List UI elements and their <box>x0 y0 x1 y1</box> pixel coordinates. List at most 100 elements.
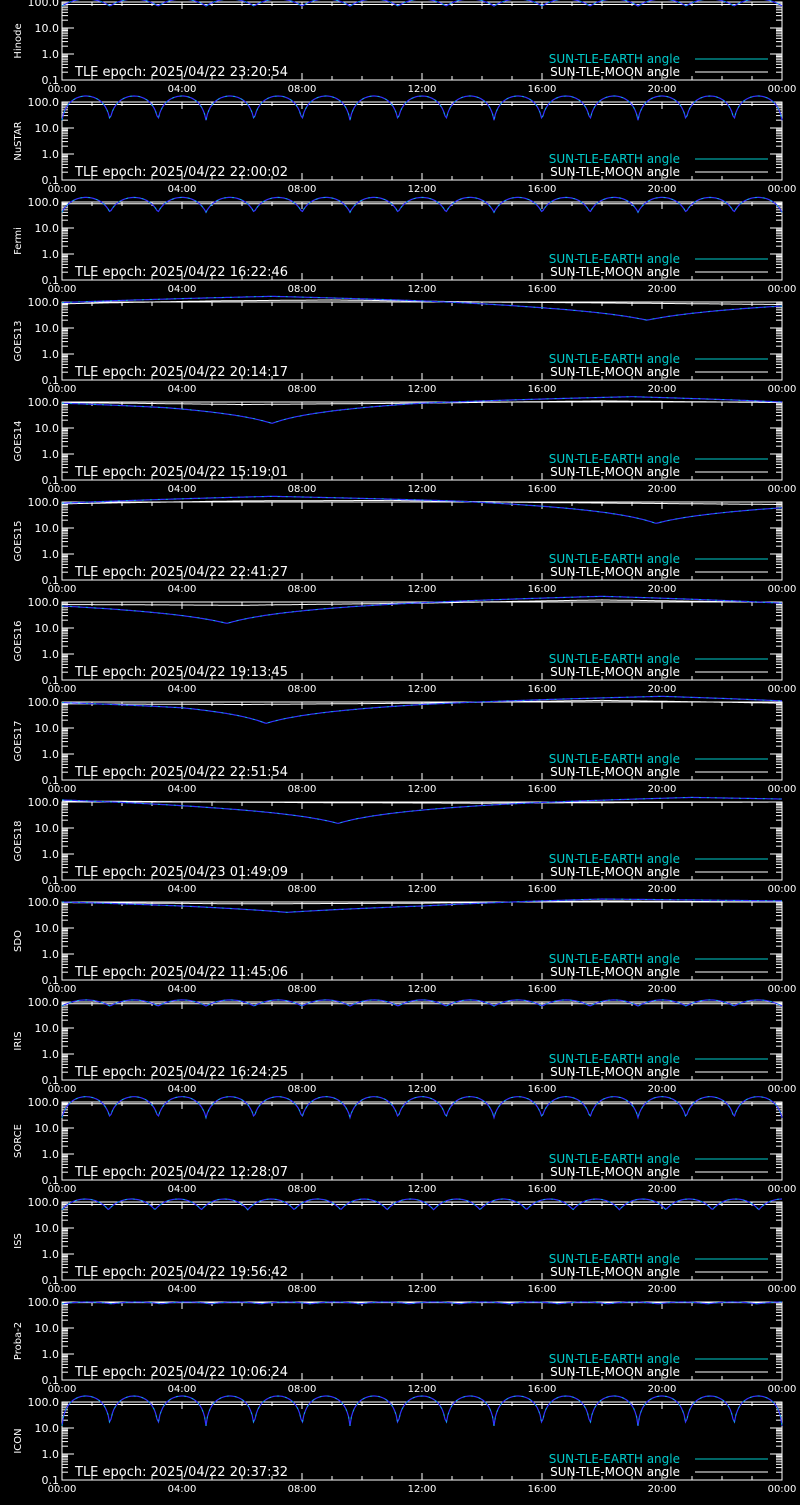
legend-moon-label: SUN-TLE-MOON angle <box>550 165 680 179</box>
panel-goes13: 100.010.01.00.100:00 04:00 08:00 12:00 16:00… <box>13 295 797 395</box>
x-tick-label: 12:00 <box>408 984 437 995</box>
x-tick-label: 20:00 <box>648 384 677 395</box>
tle-epoch-text: TLE epoch: 2025/04/22 20:37:32 <box>74 1465 288 1480</box>
x-tick-label: 00:00 <box>48 1384 77 1395</box>
legend-moon-label: SUN-TLE-MOON angle <box>550 965 680 979</box>
x-tick-label: 16:00 <box>528 1484 557 1495</box>
satellite-label: GOES18 <box>13 820 24 861</box>
y-tick-label: 10.0 <box>35 622 60 635</box>
tle-epoch-text: TLE epoch: 2025/04/22 22:41:27 <box>74 565 288 580</box>
x-tick-label: 20:00 <box>648 784 677 795</box>
panel-goes18: 100.010.01.00.100:00 04:00 08:00 12:00 16:00… <box>13 796 796 895</box>
x-tick-label: 08:00 <box>288 984 317 995</box>
legend-earth-label: SUN-TLE-EARTH angle <box>549 1052 680 1066</box>
x-tick-label: 04:00 <box>168 184 197 195</box>
earth-angle-line-shadow <box>61 95 783 121</box>
x-tick-label: 20:00 <box>648 1084 677 1095</box>
y-tick-label: 10.0 <box>35 1222 60 1235</box>
earth-angle-line <box>61 1096 783 1120</box>
earth-angle-line-shadow <box>61 595 783 624</box>
satellite-label: GOES15 <box>13 520 24 561</box>
satellite-label: Fermi <box>13 227 24 255</box>
x-tick-label: 04:00 <box>168 284 197 295</box>
x-tick-label: 00:00 <box>48 1184 77 1195</box>
tle-epoch-text: TLE epoch: 2025/04/22 23:20:54 <box>74 65 288 80</box>
panel-hinode: 100.010.01.00.100:00 04:00 08:00 12:00 16:00… <box>13 0 796 95</box>
x-tick-label: 12:00 <box>408 1184 437 1195</box>
tle-epoch-text: TLE epoch: 2025/04/22 19:56:42 <box>74 1265 288 1280</box>
x-tick-label: 12:00 <box>408 1284 437 1295</box>
legend-earth-label: SUN-TLE-EARTH angle <box>549 252 680 266</box>
x-tick-label: 16:00 <box>528 1184 557 1195</box>
panel-goes15: 100.010.01.00.100:00 04:00 08:00 12:00 16:00… <box>13 495 796 595</box>
tle-epoch-text: TLE epoch: 2025/04/23 01:49:09 <box>74 865 288 880</box>
y-tick-label: 0.1 <box>42 74 60 87</box>
tle-epoch-text: TLE epoch: 2025/04/22 15:19:01 <box>74 465 288 480</box>
x-tick-label: 08:00 <box>288 1484 317 1495</box>
panel-goes17: 100.010.01.00.100:00 04:00 08:00 12:00 16:00… <box>13 695 796 795</box>
x-tick-label: 04:00 <box>168 1384 197 1395</box>
x-tick-label: 00:00 <box>768 684 797 695</box>
x-tick-label: 08:00 <box>288 1384 317 1395</box>
x-tick-label: 04:00 <box>168 584 197 595</box>
satellite-label: Proba-2 <box>13 1322 24 1360</box>
x-tick-label: 12:00 <box>408 884 437 895</box>
legend-moon-label: SUN-TLE-MOON angle <box>550 1165 680 1179</box>
x-tick-label: 00:00 <box>48 284 77 295</box>
x-tick-label: 20:00 <box>648 184 677 195</box>
panel-icon: 100.010.01.00.100:00 04:00 08:00 12:00 16:00… <box>13 1395 796 1495</box>
x-tick-label: 00:00 <box>768 384 797 395</box>
x-tick-label: 04:00 <box>168 984 197 995</box>
legend-moon-label: SUN-TLE-MOON angle <box>550 465 680 479</box>
x-tick-label: 08:00 <box>288 384 317 395</box>
y-tick-label: 100.0 <box>28 1196 60 1209</box>
y-tick-label: 1.0 <box>42 1348 60 1361</box>
x-tick-label: 16:00 <box>528 784 557 795</box>
y-tick-label: 10.0 <box>35 1022 60 1035</box>
x-tick-label: 00:00 <box>768 284 797 295</box>
moon-angle-line <box>62 699 782 705</box>
x-tick-label: 20:00 <box>648 484 677 495</box>
legend-moon-label: SUN-TLE-MOON angle <box>550 665 680 679</box>
y-tick-label: 1.0 <box>42 448 60 461</box>
x-tick-label: 08:00 <box>288 484 317 495</box>
y-tick-label: 10.0 <box>35 1322 60 1335</box>
y-tick-label: 100.0 <box>28 496 60 509</box>
x-tick-label: 00:00 <box>768 884 797 895</box>
legend-earth-label: SUN-TLE-EARTH angle <box>549 952 680 966</box>
x-tick-label: 00:00 <box>48 1484 77 1495</box>
x-tick-label: 04:00 <box>168 884 197 895</box>
moon-angle-line <box>62 800 782 804</box>
y-tick-label: 1.0 <box>42 1248 60 1261</box>
x-tick-label: 08:00 <box>288 84 317 95</box>
x-tick-label: 00:00 <box>768 1384 797 1395</box>
x-tick-label: 16:00 <box>528 84 557 95</box>
tle-epoch-text: TLE epoch: 2025/04/22 12:28:07 <box>74 1165 288 1180</box>
earth-angle-line-shadow <box>62 695 782 724</box>
satellite-label: GOES17 <box>13 720 24 761</box>
legend-earth-label: SUN-TLE-EARTH angle <box>549 1352 680 1366</box>
satellite-label: SORCE <box>13 1124 24 1158</box>
y-tick-label: 10.0 <box>35 522 60 535</box>
y-tick-label: 10.0 <box>35 322 60 335</box>
y-tick-label: 100.0 <box>28 1396 60 1409</box>
legend-moon-label: SUN-TLE-MOON angle <box>550 865 680 879</box>
earth-angle-line <box>61 495 783 524</box>
legend-earth-label: SUN-TLE-EARTH angle <box>549 1152 680 1166</box>
y-tick-label: 10.0 <box>35 922 60 935</box>
x-tick-label: 00:00 <box>48 184 77 195</box>
x-tick-label: 00:00 <box>768 1184 797 1195</box>
y-tick-label: 1.0 <box>42 1048 60 1061</box>
x-tick-label: 12:00 <box>408 1084 437 1095</box>
y-tick-label: 100.0 <box>28 296 60 309</box>
y-tick-label: 1.0 <box>42 948 60 961</box>
x-tick-label: 08:00 <box>288 684 317 695</box>
earth-angle-line <box>61 595 783 624</box>
x-tick-label: 16:00 <box>528 1384 557 1395</box>
legend-earth-label: SUN-TLE-EARTH angle <box>549 1252 680 1266</box>
tle-epoch-text: TLE epoch: 2025/04/22 22:51:54 <box>74 765 288 780</box>
panel-sdo: 100.010.01.00.100:00 04:00 08:00 12:00 16:00… <box>13 896 796 995</box>
x-tick-label: 20:00 <box>648 984 677 995</box>
y-tick-label: 1.0 <box>42 248 60 261</box>
